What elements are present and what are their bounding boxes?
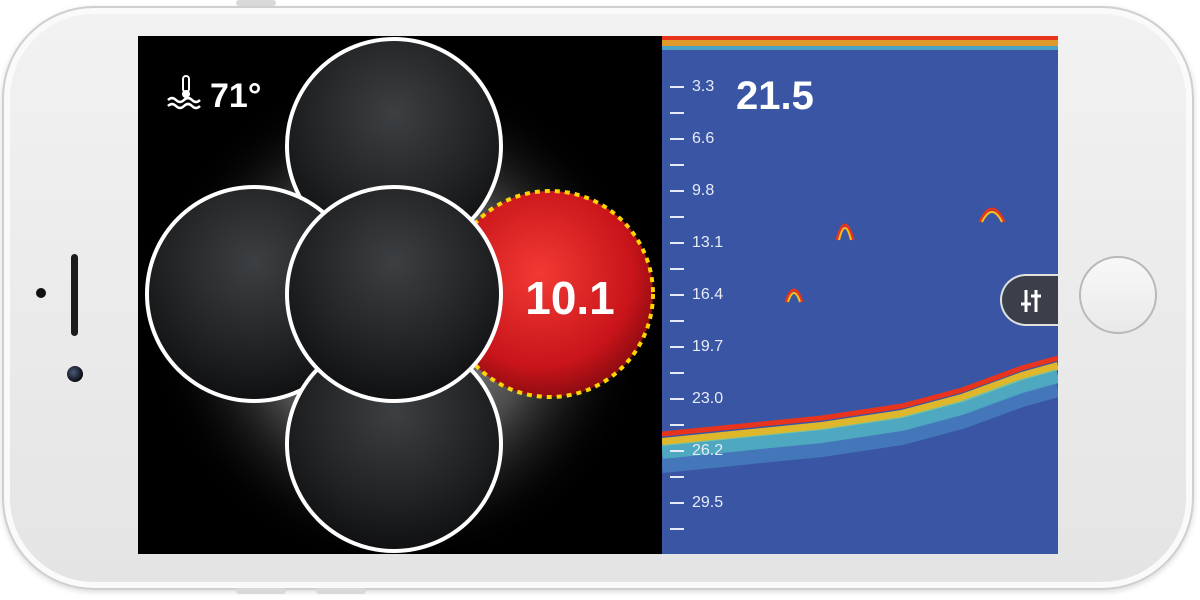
- seabed-line: [662, 355, 1058, 437]
- fish-arch: [835, 223, 855, 241]
- fish-arch: [838, 227, 852, 241]
- flasher-depth-reading: 10.1: [525, 272, 615, 324]
- depth-scale-label: 23.0: [692, 390, 724, 407]
- depth-scale-ticks: [670, 86, 684, 530]
- flasher-graphic: 10.1: [145, 37, 655, 554]
- power-button: [236, 588, 286, 594]
- depth-scale: 3.3 6.6 9.8 13.1 16.4 19.7 23.0 26.2 29.…: [662, 36, 742, 554]
- depth-scale-label: 6.6: [692, 130, 715, 147]
- sonar-graphic: [662, 36, 1058, 554]
- water-temp-readout: 71°: [166, 74, 261, 119]
- depth-scale-label: 3.3: [692, 78, 715, 95]
- seabed-band-blue: [662, 383, 1058, 473]
- depth-scale-label: 9.8: [692, 182, 715, 199]
- flasher-segment-center: [285, 185, 503, 403]
- surface-band: [662, 40, 1058, 46]
- volume-down-button: [316, 588, 366, 594]
- earpiece-speaker: [71, 254, 78, 336]
- depth-scale-label: 16.4: [692, 286, 724, 303]
- depth-scale-label: 29.5: [692, 494, 724, 511]
- surface-band-cyan: [662, 46, 1058, 50]
- volume-up-button: [236, 0, 276, 6]
- fish-arch: [787, 292, 801, 303]
- front-camera: [67, 366, 83, 382]
- water-temp-value: 71°: [210, 77, 262, 115]
- app-screen: 10.1 71°: [138, 36, 1058, 554]
- settings-button[interactable]: [1000, 274, 1058, 326]
- seabed-band-cyan: [662, 369, 1058, 459]
- sonar-panel: 3.3 6.6 9.8 13.1 16.4 19.7 23.0 26.2 29.…: [662, 36, 1058, 554]
- seabed-band-yellow: [662, 362, 1058, 446]
- depth-scale-label: 19.7: [692, 338, 724, 355]
- flasher-target-segment: [447, 191, 653, 397]
- depth-scale-label: 13.1: [692, 234, 724, 251]
- sliders-icon: [1018, 288, 1044, 319]
- fish-arch: [978, 207, 1006, 223]
- home-button[interactable]: [1079, 256, 1157, 334]
- fish-arch: [981, 211, 1003, 223]
- fish-arch: [784, 288, 804, 303]
- depth-scale-label: 26.2: [692, 442, 724, 459]
- flasher-panel: 10.1 71°: [138, 36, 662, 554]
- surface-line: [662, 36, 1058, 40]
- thermometer-water-icon: [166, 74, 204, 119]
- depth-readout: 21.5: [736, 74, 814, 118]
- proximity-sensor: [36, 288, 46, 298]
